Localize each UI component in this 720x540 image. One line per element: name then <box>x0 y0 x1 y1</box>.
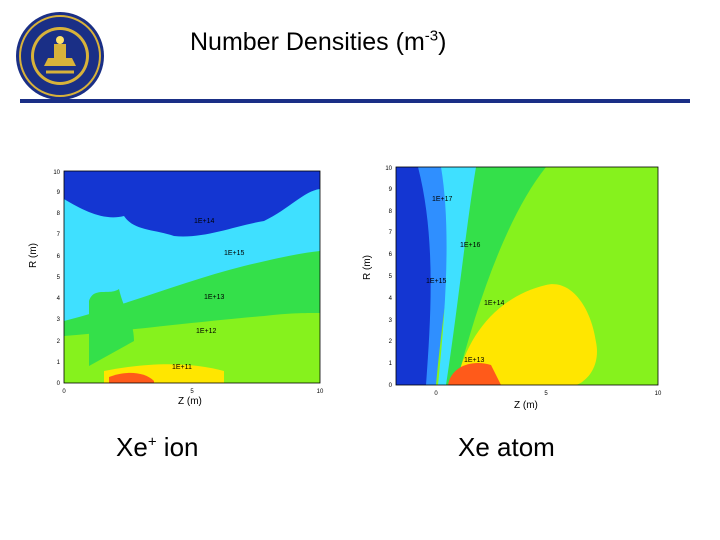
university-seal-logo <box>14 10 106 102</box>
plot-frame <box>63 170 321 384</box>
xe-atom-caption: Xe atom <box>458 432 555 462</box>
y-tick-label: 6 <box>57 254 61 260</box>
left-x-axis-label: Z (m) <box>178 396 202 407</box>
y-tick-label: 3 <box>389 318 393 324</box>
contour-label: 1E+11 <box>172 364 192 371</box>
xe-atom-contour-plot: 1E+13 1E+14 1E+15 1E+16 1E+17 0 1 2 3 4 … <box>372 145 672 405</box>
contour-label: 1E+13 <box>464 357 485 364</box>
y-tick-label: 7 <box>389 230 393 236</box>
contour-label: 1E+17 <box>432 196 453 203</box>
x-tick-label: 5 <box>190 389 194 395</box>
x-tick-label: 10 <box>655 391 662 397</box>
header-divider <box>20 99 690 103</box>
y-tick-label: 2 <box>389 339 393 345</box>
contour-label: 1E+16 <box>460 242 481 249</box>
x-tick-label: 0 <box>434 391 438 397</box>
x-tick-label: 0 <box>62 389 66 395</box>
x-tick-label: 5 <box>544 391 548 397</box>
y-tick-label: 4 <box>389 296 393 302</box>
contour-label: 1E+15 <box>426 278 447 285</box>
y-tick-label: 9 <box>389 187 393 193</box>
yellow-region <box>456 284 597 385</box>
y-tick-label: 5 <box>389 274 393 280</box>
green-region <box>446 167 546 385</box>
y-tick-label: 1 <box>389 361 393 367</box>
y-tick-label: 6 <box>389 252 393 258</box>
y-tick-label: 4 <box>57 296 61 302</box>
y-tick-label: 3 <box>57 317 61 323</box>
y-tick-label: 8 <box>389 209 393 215</box>
y-tick-label: 10 <box>53 170 60 176</box>
left-y-axis-label: R (m) <box>28 243 39 268</box>
y-tick-label: 1 <box>57 360 61 366</box>
plot-frame <box>395 166 659 386</box>
y-tick-label: 0 <box>389 383 393 389</box>
y-tick-label: 7 <box>57 232 61 238</box>
orange-region <box>109 372 154 383</box>
xe-ion-caption: Xe+ ion <box>116 432 199 462</box>
green-plume-region <box>89 289 134 366</box>
contour-label: 1E+14 <box>484 300 505 307</box>
y-tick-label: 8 <box>57 211 61 217</box>
contour-label: 1E+13 <box>204 294 225 301</box>
right-x-axis-label: Z (m) <box>514 400 538 411</box>
y-tick-label: 0 <box>57 381 61 387</box>
y-tick-label: 10 <box>385 166 392 172</box>
slide-title: Number Densities (m-3) <box>190 27 447 56</box>
xe-ion-contour-plot: 1E+11 1E+12 1E+13 1E+14 1E+15 0 1 2 3 4 … <box>40 145 330 405</box>
y-tick-label: 5 <box>57 275 61 281</box>
right-y-axis-label: R (m) <box>362 255 373 280</box>
y-tick-label: 2 <box>57 339 61 345</box>
x-tick-label: 10 <box>317 389 324 395</box>
contour-label: 1E+12 <box>196 328 217 335</box>
orange-region <box>448 363 501 385</box>
contour-label: 1E+14 <box>194 218 215 225</box>
y-tick-label: 9 <box>57 190 61 196</box>
contour-label: 1E+15 <box>224 250 245 257</box>
